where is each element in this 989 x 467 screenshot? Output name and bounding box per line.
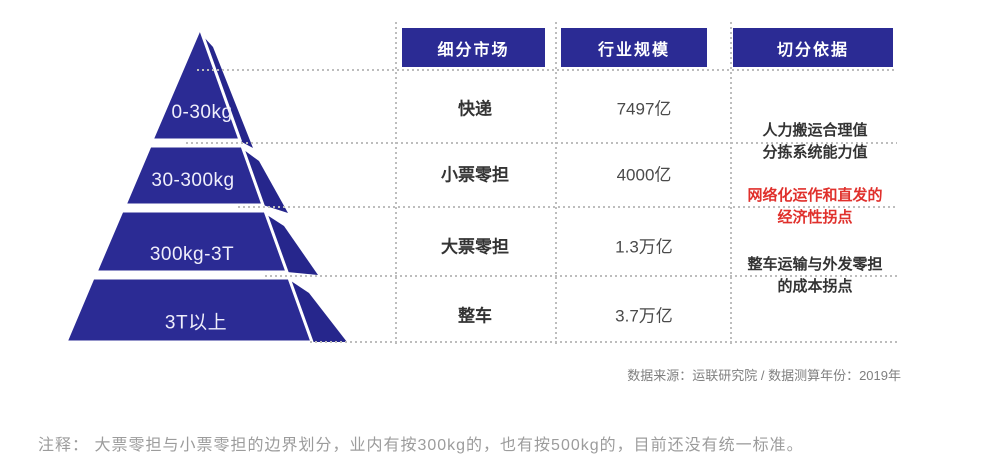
footnote: 注释： 大票零担与小票零担的边界划分，业内有按300kg的，也有按500kg的，… (38, 437, 804, 454)
dotted-column-line-1 (395, 22, 397, 345)
dotted-row-line-1 (197, 69, 897, 71)
criteria-ftl-cost: 整车运输与外发零担 的成本拐点 (710, 254, 920, 298)
dotted-row-line-4 (265, 275, 897, 277)
criteria-line: 的成本拐点 (777, 278, 853, 295)
criteria-line: 网络化运作和直发的 (747, 187, 883, 204)
dotted-row-line-3 (238, 206, 897, 208)
pyramid-layer-label-1: 0-30kg (171, 102, 233, 123)
criteria-line: 分拣系统能力值 (762, 144, 868, 161)
criteria-network-economics: 网络化运作和直发的 经济性拐点 (710, 185, 920, 229)
pyramid-chart: 0-30kg 30-300kg 300kg-3T 3T以上 (55, 25, 355, 350)
criteria-line: 人力搬运合理值 (762, 122, 868, 139)
dotted-row-line-2 (186, 142, 897, 144)
table-header-criteria: 切分依据 (733, 28, 893, 67)
dotted-row-line-5 (310, 341, 897, 343)
scale-cell-big-ltl: 1.3万亿 (615, 237, 673, 257)
criteria-manual-handling: 人力搬运合理值 分拣系统能力值 (710, 120, 920, 164)
dotted-column-line-3 (730, 22, 732, 345)
criteria-line: 经济性拐点 (777, 209, 853, 226)
scale-cell-ftl: 3.7万亿 (615, 306, 673, 326)
scale-cell-express: 7497亿 (616, 99, 672, 119)
table-header-segment: 细分市场 (402, 28, 545, 67)
dotted-column-line-2 (555, 22, 557, 345)
pyramid-layer-label-4: 3T以上 (164, 312, 228, 334)
segment-cell-small-ltl: 小票零担 (441, 165, 509, 185)
pyramid-layer-label-2: 30-300kg (151, 170, 235, 191)
data-source-note: 数据来源：运联研究院 / 数据测算年份：2019年 (627, 368, 901, 383)
segment-cell-express: 快递 (458, 99, 492, 119)
pyramid-layer-label-3: 300kg-3T (149, 244, 235, 265)
table-header-scale: 行业规模 (561, 28, 707, 67)
segment-cell-big-ltl: 大票零担 (441, 237, 509, 257)
scale-cell-small-ltl: 4000亿 (616, 165, 672, 185)
segment-cell-ftl: 整车 (458, 306, 492, 326)
criteria-line: 整车运输与外发零担 (747, 256, 883, 273)
